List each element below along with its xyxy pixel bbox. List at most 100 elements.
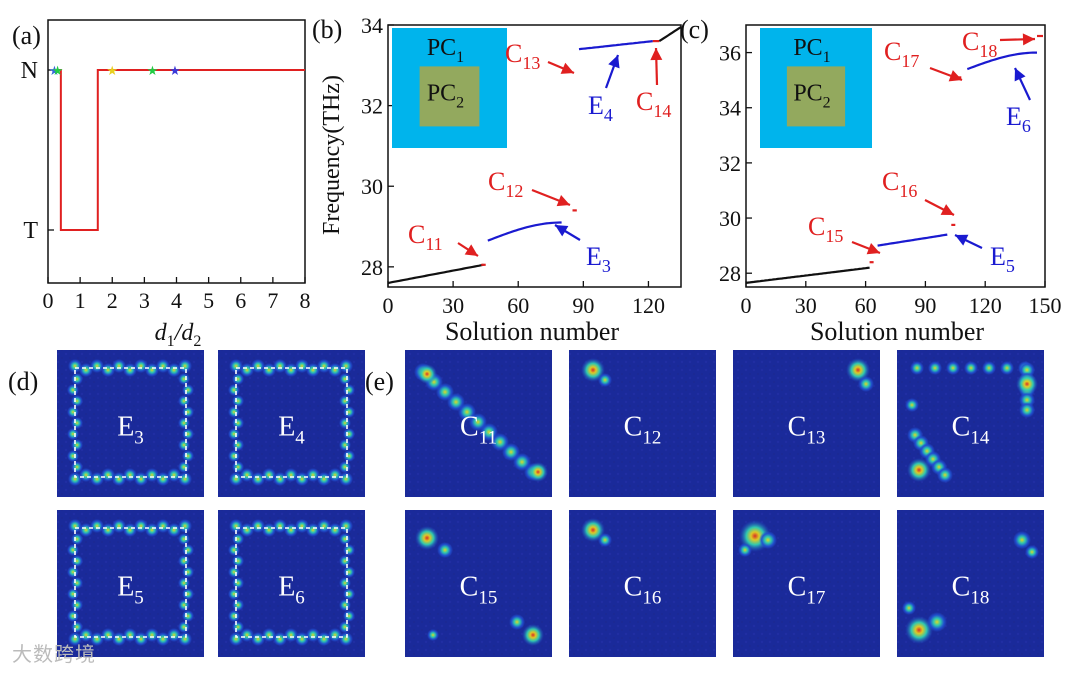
arrow-head (464, 244, 478, 256)
hotspot (284, 523, 298, 537)
hotspot (182, 450, 194, 462)
hotspot (228, 428, 240, 440)
hotspot (343, 384, 355, 396)
hotspot (295, 359, 309, 373)
hotspot (232, 533, 244, 545)
hotspot (232, 599, 244, 611)
hotspot (927, 612, 947, 632)
hotspot (339, 417, 351, 429)
field-map-E3: E3 (57, 350, 204, 497)
field-maps-e: C11 C12 C13 C14 C15 C16 C17 C18 (405, 350, 1044, 657)
hotspot (101, 523, 115, 537)
segment-E3 (487, 221, 562, 242)
hotspot (229, 472, 243, 486)
hotspot (910, 361, 924, 375)
inset-pc2 (419, 66, 480, 127)
hotspot (67, 406, 79, 418)
hotspot (156, 632, 170, 646)
hotspot (339, 461, 351, 473)
segment-bulk-lower (745, 266, 870, 284)
hotspot (123, 363, 137, 377)
hotspot (262, 523, 276, 537)
hotspot (437, 542, 453, 558)
inset-pc1-label: PC1 (427, 35, 464, 66)
hotspot (317, 359, 331, 373)
arrow-head (1014, 68, 1026, 82)
hotspot (178, 472, 192, 486)
hotspot (232, 461, 244, 473)
hotspot (343, 406, 355, 418)
x-tick-label: 30 (442, 293, 464, 318)
hotspot (251, 519, 265, 533)
hotspot (251, 359, 265, 373)
hotspot (90, 472, 104, 486)
hotspot (902, 601, 916, 615)
hotspot (598, 533, 612, 547)
x-tick-label: 5 (203, 288, 214, 313)
hotspot (343, 450, 355, 462)
arrow-head (1022, 33, 1035, 46)
hotspot (937, 467, 953, 483)
field-map-C12: C12 (569, 350, 716, 497)
hotspot (67, 450, 79, 462)
hotspot (156, 519, 170, 533)
hotspot (522, 624, 544, 646)
hotspot (417, 364, 437, 384)
hotspot (228, 406, 240, 418)
hotspot (1000, 361, 1014, 375)
hotspot (738, 543, 752, 557)
hotspot (71, 417, 83, 429)
hotspot (339, 577, 351, 589)
arrow-head (866, 243, 880, 255)
field-map-C15: C15 (405, 510, 552, 657)
hotspot (71, 533, 83, 545)
hotspot (101, 468, 115, 482)
pc2-boundary (235, 527, 348, 638)
hotspot (328, 523, 342, 537)
annotation-C13: C13 (505, 39, 540, 73)
inset-pc2-label: PC2 (427, 80, 464, 111)
annotation-C12: C12 (488, 167, 523, 201)
y-tick-label: 36 (719, 41, 741, 66)
hotspot (71, 461, 83, 473)
y-tick-label: 30 (361, 174, 383, 199)
x-tick-label: 6 (235, 288, 246, 313)
hotspot (67, 610, 79, 622)
hotspot (328, 628, 342, 642)
hotspot (295, 632, 309, 646)
hotspot (907, 458, 931, 482)
hotspot (339, 472, 353, 486)
inset-pc2 (786, 66, 846, 127)
field-map-E4: E4 (218, 350, 365, 497)
x-tick-label: 60 (855, 293, 877, 318)
segment-bulk-lower (387, 263, 484, 285)
y-tick-label: 28 (361, 255, 383, 280)
hotspot (1025, 545, 1039, 559)
hotspot (232, 555, 244, 567)
hotspot (71, 555, 83, 567)
x-tick-label: 90 (914, 293, 936, 318)
hotspot (68, 472, 82, 486)
arrow-head (555, 225, 569, 237)
hotspot (178, 373, 190, 385)
hotspot (178, 359, 192, 373)
x-tick-label: 90 (572, 293, 594, 318)
annotation-E5: E5 (990, 242, 1015, 276)
hotspot (90, 359, 104, 373)
x-tick-label: 4 (171, 288, 182, 313)
hotspot (240, 468, 254, 482)
hotspot (339, 621, 351, 633)
field-label: E4 (278, 412, 305, 449)
hotspot (1013, 531, 1031, 549)
star-marker: ★ (106, 63, 118, 78)
hotspot (1016, 373, 1038, 395)
hotspot (964, 361, 978, 375)
hotspot (317, 519, 331, 533)
hotspot (229, 632, 243, 646)
annotation-C14: C14 (636, 87, 671, 121)
hotspot (90, 519, 104, 533)
annotation-C16: C16 (882, 167, 917, 201)
pc2-boundary (74, 367, 187, 478)
arrow-head (940, 204, 954, 215)
hotspot (339, 519, 353, 533)
